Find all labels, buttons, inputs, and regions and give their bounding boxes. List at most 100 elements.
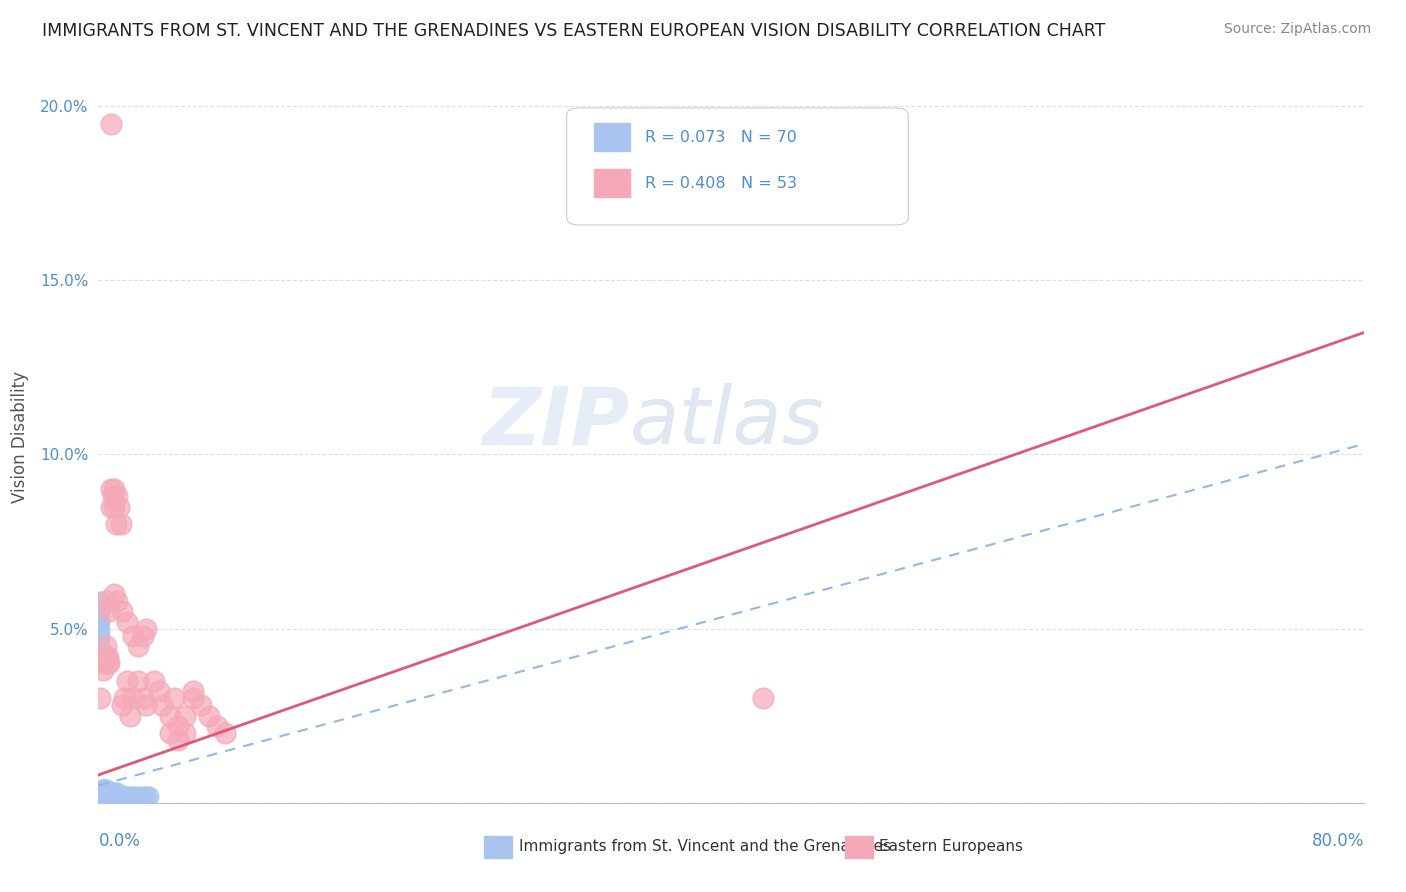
Point [135,789,157,803]
Point [132,691,155,706]
Point [91,785,114,799]
Point [107,489,129,503]
Point [93,649,117,664]
Point [96,639,118,653]
Point [90,792,112,806]
Point [110,517,132,532]
Point [127,789,149,803]
Point [89,629,111,643]
Point [101,785,124,799]
Text: ZIP: ZIP [482,384,630,461]
Text: atlas: atlas [630,384,825,461]
Point [112,789,135,803]
FancyBboxPatch shape [845,836,873,858]
Point [89,615,111,629]
Point [98,792,121,806]
Point [174,726,197,740]
Point [163,691,186,706]
Point [96,789,118,803]
Point [89,792,111,806]
Point [98,789,121,803]
Point [107,789,129,803]
Point [93,789,115,803]
FancyBboxPatch shape [595,123,630,151]
Point [100,117,122,131]
Point [90,792,112,806]
Point [103,587,125,601]
Point [135,698,157,713]
Point [110,789,132,803]
Point [98,657,121,671]
Point [103,785,125,799]
Point [98,604,121,618]
Point [90,785,112,799]
FancyBboxPatch shape [567,108,908,225]
Point [97,649,120,664]
Point [93,781,117,796]
Point [91,789,114,803]
Point [96,594,118,608]
Point [97,792,120,806]
FancyBboxPatch shape [595,169,630,197]
Point [90,785,112,799]
Text: R = 0.408   N = 53: R = 0.408 N = 53 [645,176,797,191]
Text: Source: ZipAtlas.com: Source: ZipAtlas.com [1223,22,1371,37]
Point [103,483,125,497]
Point [111,604,134,618]
Point [93,789,117,803]
Point [115,615,138,629]
Point [89,639,111,653]
Point [108,500,131,514]
Point [104,789,127,803]
Point [127,639,149,653]
Point [205,719,228,733]
Point [150,698,173,713]
Point [91,664,114,678]
Point [198,708,221,723]
Text: Immigrants from St. Vincent and the Grenadines: Immigrants from St. Vincent and the Gren… [519,839,890,855]
Point [91,792,114,806]
Point [166,719,188,733]
Point [122,789,145,803]
Point [159,708,181,723]
Point [96,785,118,799]
Point [98,785,121,799]
Point [89,691,111,706]
Point [90,789,112,803]
Point [87,594,110,608]
Point [148,684,170,698]
Point [100,500,122,514]
Point [89,789,111,803]
Point [122,629,145,643]
Point [166,733,188,747]
Point [100,483,122,497]
Point [91,789,114,803]
Point [97,789,120,803]
Point [90,789,112,803]
Point [89,622,111,636]
Point [122,691,145,706]
Point [89,789,111,803]
Point [115,789,138,803]
Point [108,789,131,803]
Point [132,629,155,643]
Y-axis label: Vision Disability: Vision Disability [11,371,30,503]
Point [103,789,125,803]
Point [115,673,138,688]
Point [100,785,122,799]
FancyBboxPatch shape [484,836,512,858]
Point [135,622,157,636]
Point [159,726,181,740]
Text: IMMIGRANTS FROM ST. VINCENT AND THE GRENADINES VS EASTERN EUROPEAN VISION DISABI: IMMIGRANTS FROM ST. VINCENT AND THE GREN… [42,22,1105,40]
Point [90,789,112,803]
Point [104,517,127,532]
Point [127,673,149,688]
Text: Eastern Europeans: Eastern Europeans [879,839,1024,855]
Point [91,785,114,799]
Point [111,789,134,803]
Point [112,691,135,706]
Point [93,792,117,806]
Point [111,698,134,713]
Point [93,785,117,799]
Point [89,789,111,803]
